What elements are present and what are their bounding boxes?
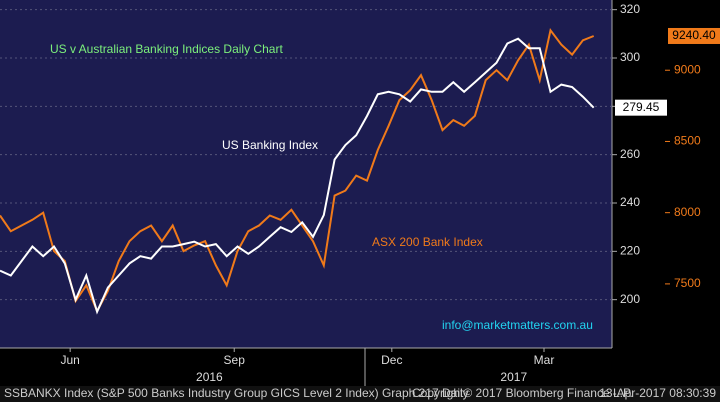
annotation: ASX 200 Bank Index [372,235,483,249]
y2-tick-label: 8000 [674,205,701,219]
footer-text: 13-Apr-2017 08:30:39 [599,386,716,400]
y-tick-label: 260 [620,147,640,161]
y-tick-label: 320 [620,2,640,16]
footer-text: Copyright© 2017 Bloomberg Finance L.P. [412,386,633,400]
chart-title: US v Australian Banking Indices Daily Ch… [50,42,283,56]
series-line [0,37,595,315]
y-tick-label: 220 [620,244,640,258]
y2-tick-label: 8500 [674,134,701,148]
x-tick-label: Dec [381,353,402,367]
y-tick-label: 300 [620,50,640,64]
year-label: 2016 [196,370,223,384]
year-label: 2017 [500,370,527,384]
footer-bar [0,386,720,402]
end-label-box [668,27,720,44]
y-tick-label: 200 [620,292,640,306]
y2-tick-label: 9000 [674,62,701,76]
end-label: 279.45 [623,100,660,114]
annotation: info@marketmatters.com.au [442,318,593,332]
footer-text: SSBANKX Index (S&P 500 Banks Industry Gr… [4,386,469,400]
y-tick-label: 240 [620,195,640,209]
x-tick-label: Mar [534,353,555,367]
y2-tick-label: 7500 [674,276,701,290]
x-tick-label: Sep [224,353,246,367]
annotation: US Banking Index [222,138,318,152]
end-label-box [615,99,667,116]
x-tick-label: Jun [60,353,79,367]
end-label: 9240.40 [672,28,716,42]
